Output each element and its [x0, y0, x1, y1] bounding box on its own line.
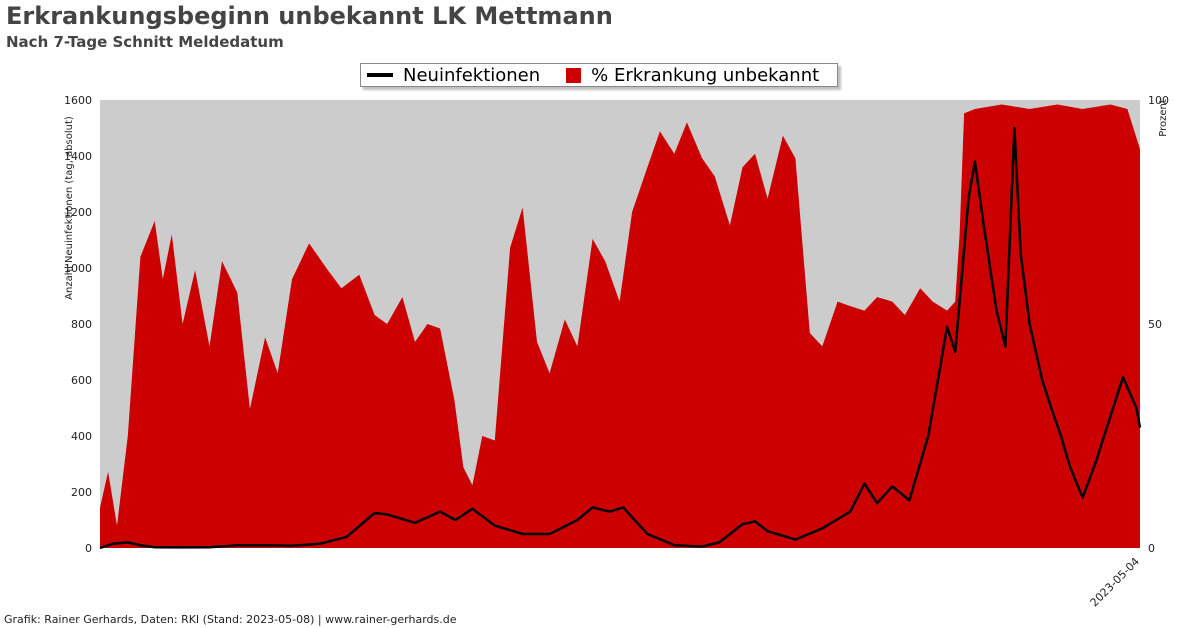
left-axis-label: Anzahl Neuinfektionen (tag, absolut)	[64, 116, 75, 300]
left-tick-label: 800	[71, 318, 92, 331]
right-tick-label: 100	[1148, 94, 1169, 107]
legend-line-swatch	[367, 73, 393, 77]
left-tick-label: 600	[71, 374, 92, 387]
left-tick-label: 400	[71, 430, 92, 443]
legend-item-area: % Erkrankung unbekannt	[566, 65, 819, 86]
chart-legend: Neuinfektionen % Erkrankung unbekannt	[360, 63, 838, 87]
x-axis: 2023-05-04	[1088, 555, 1142, 609]
left-tick-label: 1200	[64, 206, 92, 219]
right-tick-label: 0	[1148, 542, 1155, 555]
right-tick-label: 50	[1148, 318, 1162, 331]
series-line-new-infections	[99, 126, 1142, 550]
left-tick-label: 1600	[64, 94, 92, 107]
right-axis-label: Prozent	[1158, 99, 1169, 137]
right-axis: 0 50 100	[1148, 94, 1169, 555]
series-area-unknown-onset	[100, 104, 1140, 548]
legend-item-line: Neuinfektionen	[367, 65, 540, 86]
left-tick-label: 200	[71, 486, 92, 499]
footer-credit: Grafik: Rainer Gerhards, Daten: RKI (Sta…	[4, 613, 457, 626]
left-tick-label: 0	[85, 542, 92, 555]
legend-label-area: % Erkrankung unbekannt	[591, 64, 820, 86]
chart-subtitle: Nach 7-Tage Schnitt Meldedatum	[6, 33, 284, 51]
left-tick-label: 1400	[64, 150, 92, 163]
left-tick-label: 1000	[64, 262, 92, 275]
x-tick-label: 2023-05-04	[1088, 555, 1142, 609]
legend-area-swatch	[566, 67, 582, 83]
legend-label-line: Neuinfektionen	[403, 64, 541, 86]
left-axis: 0 200 400 600 800 1000 1200 1400 1600	[64, 94, 92, 555]
chart-title: Erkrankungsbeginn unbekannt LK Mettmann	[6, 2, 613, 30]
